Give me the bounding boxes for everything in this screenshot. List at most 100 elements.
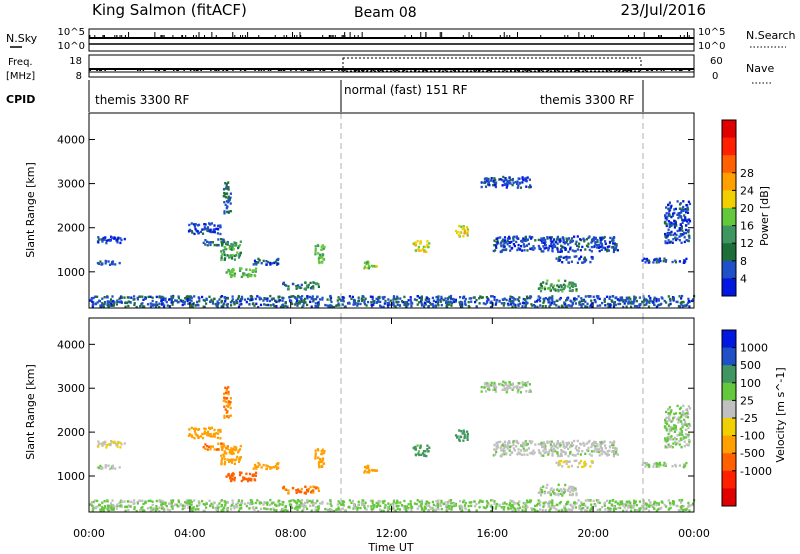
velocity-cell (227, 400, 230, 403)
power-cell (604, 304, 607, 307)
velocity-cell (124, 509, 127, 512)
velocity-cell (541, 445, 544, 449)
velocity-cell (548, 509, 551, 512)
power-cell (311, 295, 314, 298)
power-cell (560, 244, 563, 248)
power-cell (160, 299, 163, 302)
velocity-cell (648, 465, 651, 468)
velocity-cell (151, 507, 154, 510)
power-cell (106, 296, 109, 299)
power-cell (224, 298, 227, 301)
power-cell (434, 305, 438, 308)
velocity-cell (647, 509, 651, 512)
velocity-cell (600, 443, 603, 446)
power-cell (233, 272, 236, 275)
power-cell (619, 296, 622, 299)
power-cell (458, 234, 461, 237)
velocity-cell (312, 485, 315, 488)
power-cell (316, 295, 319, 299)
velocity-cell (406, 508, 409, 511)
power-cell (222, 238, 225, 242)
power-cell (609, 305, 612, 308)
power-cell (602, 236, 605, 240)
power-cell (124, 301, 127, 304)
velocity-cell (590, 450, 593, 453)
velocity-cell (248, 472, 252, 476)
velocity-cell (251, 502, 254, 505)
velocity-cell (560, 489, 563, 492)
velocity-cell (546, 440, 549, 443)
power-cell (437, 300, 440, 303)
velocity-cell (116, 504, 119, 508)
velocity-cell (229, 449, 232, 452)
power-cell (231, 295, 234, 298)
power-cell (529, 247, 532, 250)
velocity-cell (363, 465, 367, 469)
x-tick-label: 08:00 (275, 527, 307, 540)
velocity-cell (549, 507, 552, 511)
velocity-cell (297, 490, 300, 493)
power-cell (210, 222, 213, 225)
power-cell (564, 246, 567, 250)
power-cell (682, 219, 685, 222)
power-cell (291, 282, 294, 286)
velocity-cell (119, 441, 122, 444)
velocity-cell (296, 508, 299, 511)
velocity-cell (439, 504, 442, 507)
power-cell (590, 250, 593, 253)
velocity-cell (505, 391, 508, 394)
velocity-cell (115, 507, 118, 510)
power-cell (470, 300, 473, 303)
power-cell (281, 299, 284, 302)
velocity-cell (560, 454, 563, 457)
power-cell (564, 279, 567, 283)
velocity-cell (568, 460, 571, 463)
power-cell (245, 273, 248, 277)
velocity-cell (557, 489, 560, 493)
velocity-cell (208, 426, 211, 430)
velocity-cell (534, 504, 537, 508)
freq-dot (218, 68, 220, 71)
power-cell (495, 241, 498, 244)
velocity-cell (596, 508, 599, 511)
power-cell (92, 296, 95, 300)
velocity-cell (674, 426, 677, 430)
power-cell (287, 285, 290, 288)
velocity-cell (516, 453, 519, 456)
power-cell (317, 252, 320, 255)
velocity-cell (571, 489, 575, 493)
power-cell (414, 242, 417, 245)
velocity-cell (238, 471, 242, 474)
power-cell (606, 249, 609, 253)
velocity-cell (208, 434, 211, 437)
velocity-cell (426, 447, 429, 451)
velocity-cell (260, 466, 263, 469)
velocity-cell (575, 459, 578, 462)
velocity-cell (675, 504, 678, 507)
velocity-cell (673, 412, 676, 416)
power-cell (590, 299, 593, 302)
power-cell (600, 242, 603, 246)
power-cell (559, 239, 562, 242)
velocity-cell (382, 501, 385, 505)
power-cell (120, 238, 123, 242)
power-cell (421, 247, 425, 251)
power-cell (379, 304, 382, 307)
velocity-cell (416, 444, 419, 447)
velocity-cell (644, 465, 647, 468)
velocity-cell (166, 508, 169, 511)
velocity-cell (315, 501, 318, 505)
velocity-cell (296, 503, 299, 506)
power-cell (576, 248, 579, 251)
velocity-cell (550, 445, 553, 448)
velocity-cell (682, 404, 685, 407)
velocity-cell (459, 435, 462, 438)
power-cell (274, 260, 277, 263)
velocity-cell (99, 508, 102, 511)
power-cell (223, 240, 226, 243)
power-cell (569, 299, 572, 302)
power-cell (573, 299, 576, 302)
power-cell (520, 249, 524, 252)
